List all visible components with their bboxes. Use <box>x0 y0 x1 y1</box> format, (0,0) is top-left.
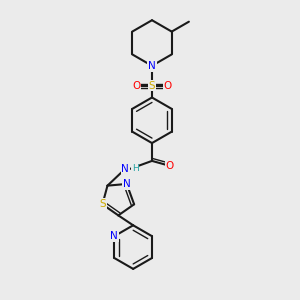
Text: S: S <box>149 81 155 91</box>
Text: N: N <box>110 231 118 241</box>
Text: N: N <box>122 164 129 174</box>
Text: O: O <box>132 81 140 91</box>
Text: N: N <box>123 179 130 189</box>
Text: H: H <box>132 164 139 173</box>
Text: O: O <box>166 161 174 171</box>
Text: N: N <box>148 61 156 71</box>
Text: S: S <box>99 199 106 209</box>
Text: O: O <box>164 81 172 91</box>
